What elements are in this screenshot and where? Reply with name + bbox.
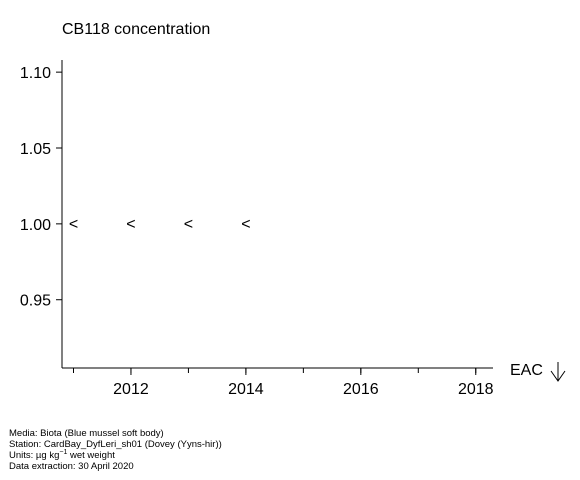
data-point: < — [69, 216, 78, 233]
eac-label: EAC — [510, 362, 543, 379]
x-tick-label: 2014 — [228, 381, 264, 398]
footer-station: Station: CardBay_DyfLeri_sh01 (Dovey (Yy… — [9, 439, 222, 450]
down-arrow-icon — [550, 362, 566, 382]
y-tick-label: 1.00 — [20, 217, 51, 234]
axes: 0.95 1.00 1.05 1.10 2012 2014 2016 2018 — [20, 60, 494, 398]
footer-media: Media: Biota (Blue mussel soft body) — [9, 428, 164, 439]
y-tick-label: 1.10 — [20, 65, 51, 82]
data-point: < — [126, 216, 135, 233]
y-tick-label: 1.05 — [20, 141, 51, 158]
footer-units-prefix: Units: µg kg — [9, 450, 60, 461]
data-point: < — [241, 216, 250, 233]
data-point: < — [184, 216, 193, 233]
footer-metadata: Media: Biota (Blue mussel soft body) Sta… — [9, 428, 222, 472]
eac-indicator: EAC — [510, 362, 566, 382]
x-tick-label: 2012 — [113, 381, 149, 398]
chart-title: CB118 concentration — [62, 21, 210, 38]
x-tick-label: 2018 — [458, 381, 494, 398]
footer-units: Units: µg kg−1 wet weight — [9, 448, 222, 461]
x-tick-label: 2016 — [343, 381, 379, 398]
y-tick-label: 0.95 — [20, 293, 51, 310]
footer-units-exponent: −1 — [59, 448, 68, 456]
footer-extraction: Data extraction: 30 April 2020 — [9, 461, 134, 472]
footer-units-suffix: wet weight — [67, 450, 115, 461]
data-marks: < < < < — [69, 216, 251, 233]
